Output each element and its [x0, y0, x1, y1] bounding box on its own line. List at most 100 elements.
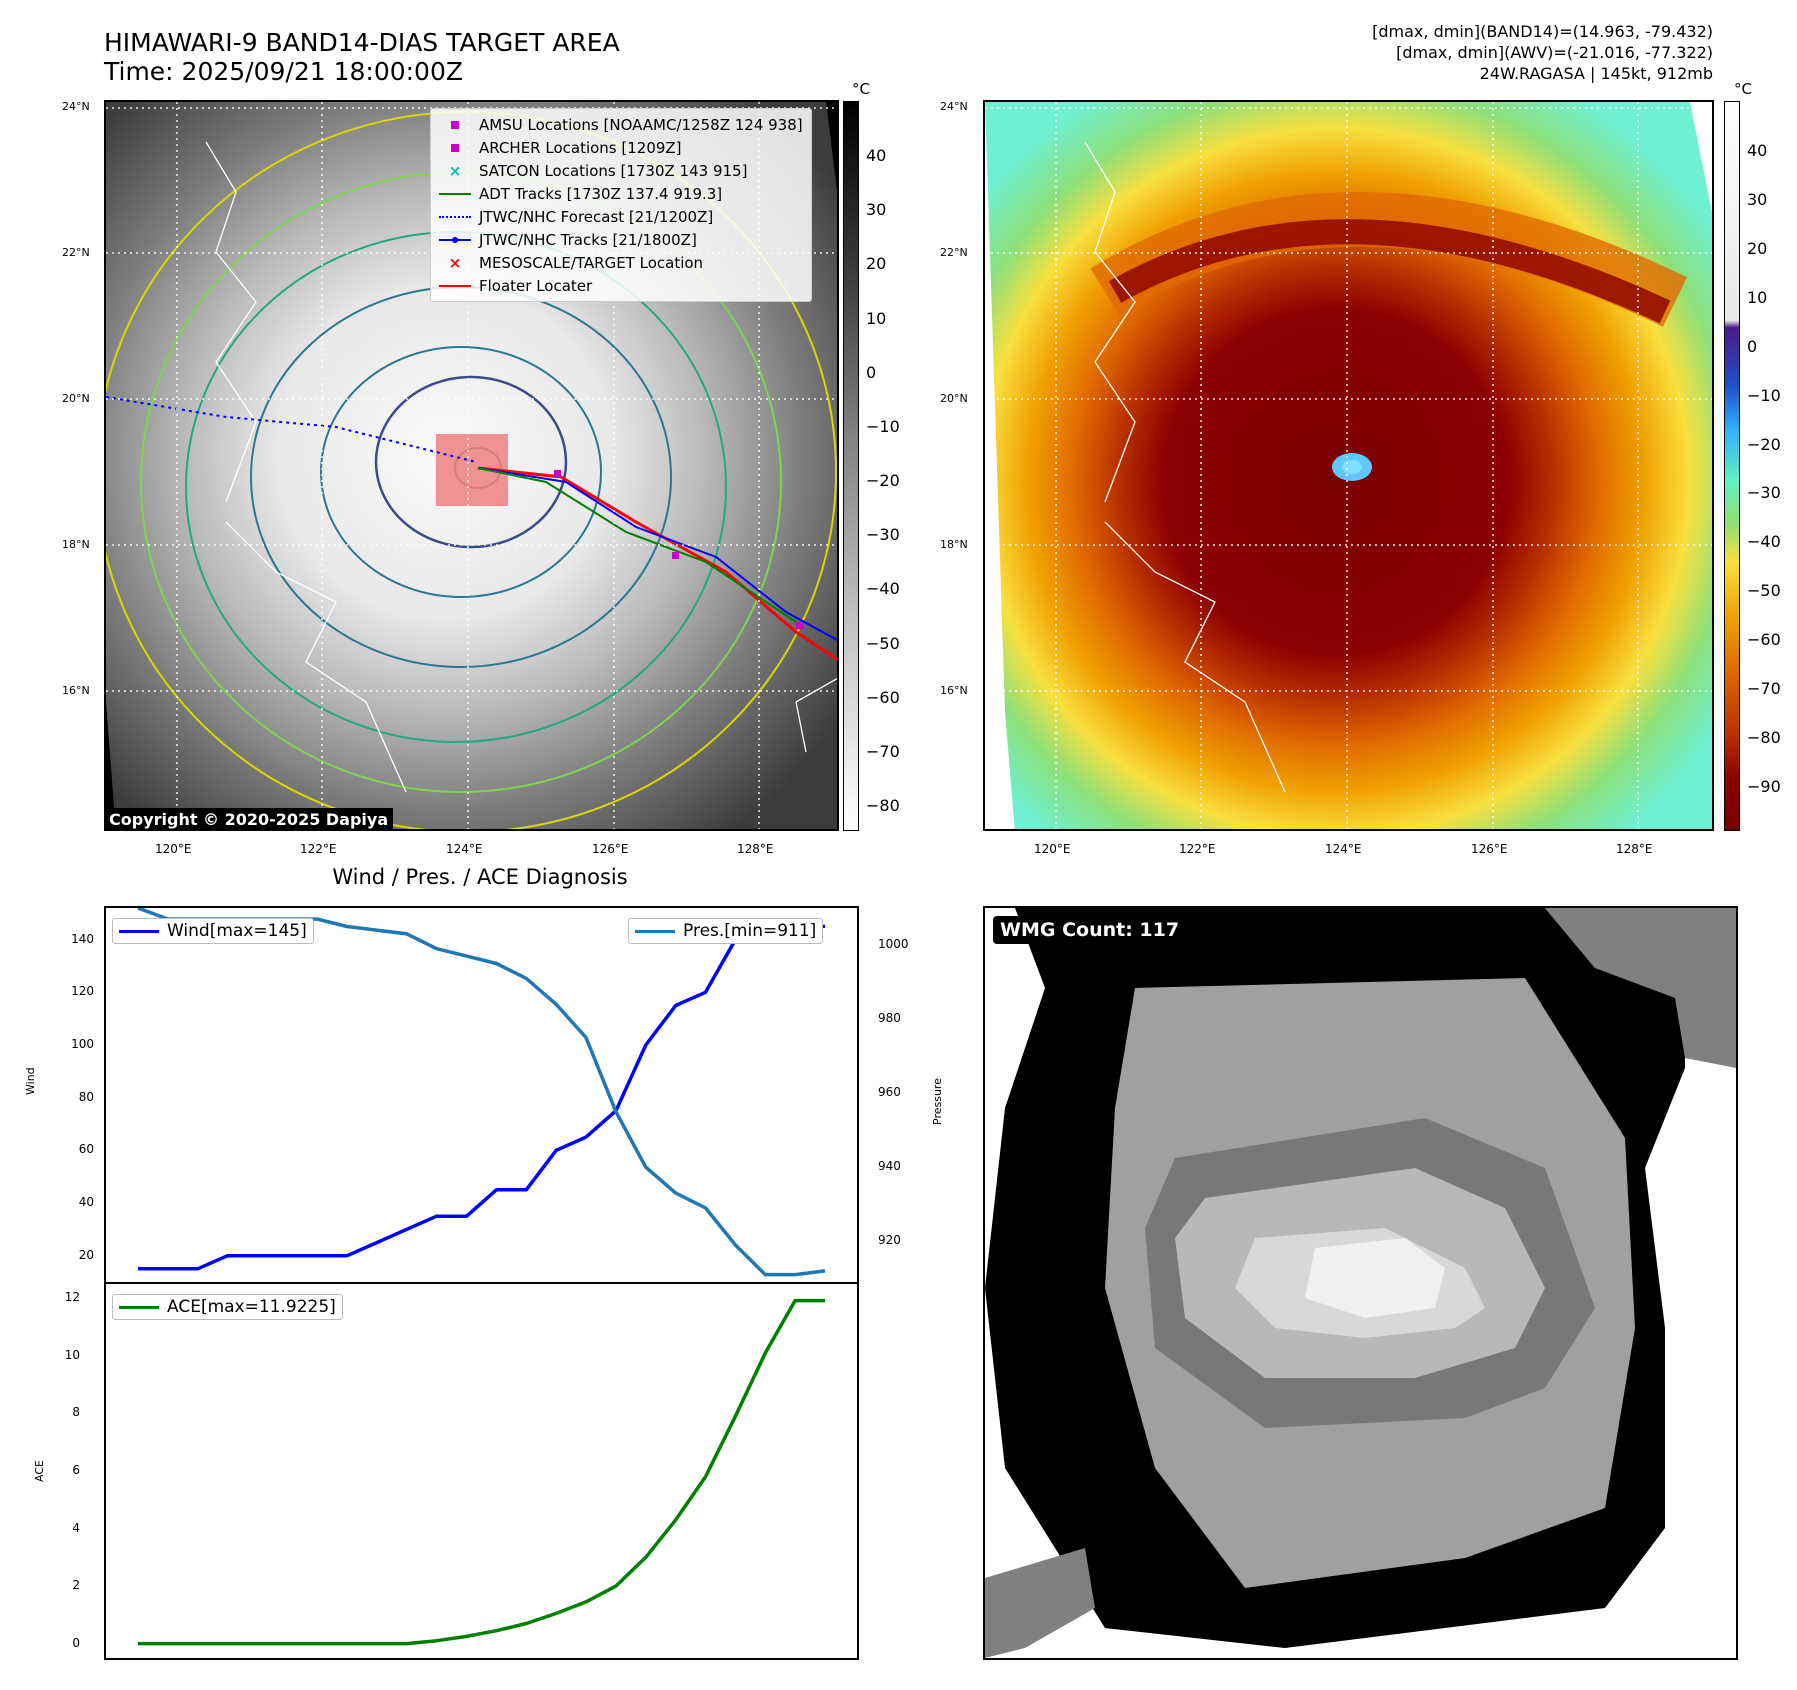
- wmg-image: [985, 908, 1736, 1658]
- copyright-badge: Copyright © 2020-2025 Dapiya: [104, 808, 394, 831]
- legend-item-satcon: × SATCON Locations [1730Z 143 915]: [448, 161, 748, 180]
- y-tick-label: 1000: [878, 937, 909, 952]
- pressure-legend-label: Pres.[min=911]: [683, 921, 817, 941]
- lon-label: 120°E: [155, 842, 192, 856]
- legend-label: AMSU Locations [NOAAMC/1258Z 124 938]: [479, 115, 803, 134]
- colorbar-tick: 0: [1747, 336, 1758, 356]
- wind-series-line: [138, 924, 825, 1271]
- legend-label: JTWC/NHC Forecast [21/1200Z]: [479, 207, 714, 226]
- colorbar-tick: 20: [866, 254, 887, 274]
- wind-legend-label: Wind[max=145]: [167, 921, 307, 941]
- lat-label: 20°N: [62, 392, 90, 405]
- lat-label: 16°N: [940, 684, 968, 697]
- lon-label: 124°E: [446, 842, 483, 856]
- legend-item-floater: Floater Locater: [439, 274, 803, 297]
- colorbar-tick: −50: [866, 633, 900, 653]
- legend-item-archer: ARCHER Locations [1209Z]: [439, 136, 803, 159]
- legend-label: MESOSCALE/TARGET Location: [479, 253, 704, 272]
- colorbar-tick: −40: [1747, 532, 1781, 552]
- colorbar-tick: 10: [1747, 287, 1768, 307]
- y-tick-label: 6: [72, 1463, 80, 1477]
- y-tick-label: 8: [72, 1405, 80, 1420]
- track-legend: AMSU Locations [NOAAMC/1258Z 124 938] AR…: [430, 108, 812, 302]
- plot-title: HIMAWARI-9 BAND14-DIAS TARGET AREA: [104, 28, 620, 57]
- legend-label: JTWC/NHC Tracks [21/1800Z]: [479, 230, 697, 249]
- wind-axis-label: Wind: [24, 1067, 37, 1095]
- ace-plot: [138, 1298, 825, 1646]
- y-tick-label: 980: [878, 1011, 901, 1026]
- y-tick-label: 140: [71, 931, 94, 946]
- colorbar-tick: −20: [1747, 434, 1781, 454]
- lat-label: 20°N: [940, 392, 968, 405]
- lon-label: 126°E: [592, 842, 629, 856]
- colorbar-tick: −20: [866, 471, 900, 490]
- colorbar-tick: 10: [866, 308, 887, 328]
- legend-item-amsu: AMSU Locations [NOAAMC/1258Z 124 938]: [439, 113, 803, 136]
- lon-label: 124°E: [1325, 842, 1362, 856]
- colorbar-tick: −70: [866, 741, 900, 761]
- wind-legend: Wind[max=145]: [112, 918, 314, 944]
- y-tick-label: 2: [72, 1578, 80, 1593]
- lon-label: 128°E: [1616, 842, 1653, 856]
- colorbar-tick: −10: [1747, 385, 1781, 405]
- colorbar-tick: −30: [1747, 483, 1781, 503]
- pressure-legend: Pres.[min=911]: [628, 918, 824, 944]
- ace-legend-label: ACE[max=11.9225]: [167, 1297, 336, 1317]
- lat-label: 22°N: [62, 246, 90, 259]
- colorbar-tick: 20: [1747, 238, 1768, 258]
- lon-label: 128°E: [737, 842, 774, 856]
- ace-series-line: [138, 1298, 825, 1646]
- y-tick-label: 10: [64, 1347, 80, 1362]
- ace-chart: [104, 1282, 859, 1660]
- y-tick-label: 100: [71, 1036, 94, 1051]
- y-tick-label: 920: [878, 1233, 901, 1248]
- ace-legend: ACE[max=11.9225]: [112, 1294, 343, 1320]
- colorbar-tick: 40: [866, 146, 887, 165]
- storm-info: 24W.RAGASA | 145kt, 912mb: [1479, 64, 1713, 83]
- lat-label: 16°N: [62, 684, 90, 697]
- legend-label: SATCON Locations [1730Z 143 915]: [479, 161, 748, 180]
- colorbar-tick: −70: [1747, 679, 1781, 699]
- lon-label: 120°E: [1034, 842, 1071, 856]
- colorbar-tick: −80: [866, 796, 900, 815]
- pressure-axis-label: Pressure: [931, 1078, 944, 1125]
- y-tick-label: 40: [78, 1194, 94, 1209]
- y-tick-label: 60: [78, 1142, 94, 1157]
- legend-item-tracks: JTWC/NHC Tracks [21/1800Z]: [439, 228, 803, 251]
- lat-label: 22°N: [940, 246, 968, 259]
- colorbar-tick: 30: [1747, 189, 1768, 209]
- wind-pressure-chart: [104, 906, 859, 1284]
- legend-label: ADT Tracks [1730Z 137.4 919.3]: [479, 184, 723, 203]
- colorbar-right-unit: °C: [1734, 80, 1752, 98]
- legend-label: ARCHER Locations [1209Z]: [479, 138, 682, 157]
- colorbar-tick: −50: [1747, 581, 1781, 601]
- colorbar-tick: −30: [866, 525, 900, 545]
- colorbar-tick: −60: [866, 687, 900, 707]
- colorbar-right: [1724, 101, 1740, 831]
- y-tick-label: 80: [78, 1089, 94, 1104]
- colorbar-tick: −80: [1747, 728, 1781, 748]
- legend-item-adt: ADT Tracks [1730Z 137.4 919.3]: [439, 182, 803, 205]
- diagnosis-title: Wind / Pres. / ACE Diagnosis: [332, 865, 628, 889]
- plot-time: Time: 2025/09/21 18:00:00Z: [104, 57, 463, 86]
- legend-item-mesoscale: × MESOSCALE/TARGET Location: [448, 253, 704, 272]
- colorbar-tick: 0: [866, 362, 877, 382]
- band14-range: [dmax, dmin](BAND14)=(14.963, -79.432): [1372, 22, 1713, 41]
- wind-pressure-plot: [137, 908, 826, 1277]
- y-tick-label: 0: [72, 1635, 80, 1650]
- lat-label: 18°N: [940, 538, 968, 551]
- colorbar-tick: −40: [866, 579, 900, 599]
- y-tick-label: 960: [878, 1085, 901, 1100]
- colorbar-tick: 40: [1747, 141, 1768, 160]
- colorbar-tick: 30: [866, 200, 887, 220]
- colorbar-tick: −10: [866, 416, 900, 436]
- wmg-panel: [983, 906, 1738, 1660]
- lat-label: 18°N: [62, 538, 90, 551]
- legend-label: Floater Locater: [479, 276, 593, 295]
- y-tick-label: 4: [72, 1520, 80, 1535]
- lon-label: 122°E: [1179, 842, 1216, 856]
- colorbar-tick: −90: [1747, 777, 1781, 796]
- lat-label: 24°N: [62, 100, 90, 113]
- lon-label: 122°E: [300, 842, 337, 856]
- colorbar-tick: −60: [1747, 630, 1781, 650]
